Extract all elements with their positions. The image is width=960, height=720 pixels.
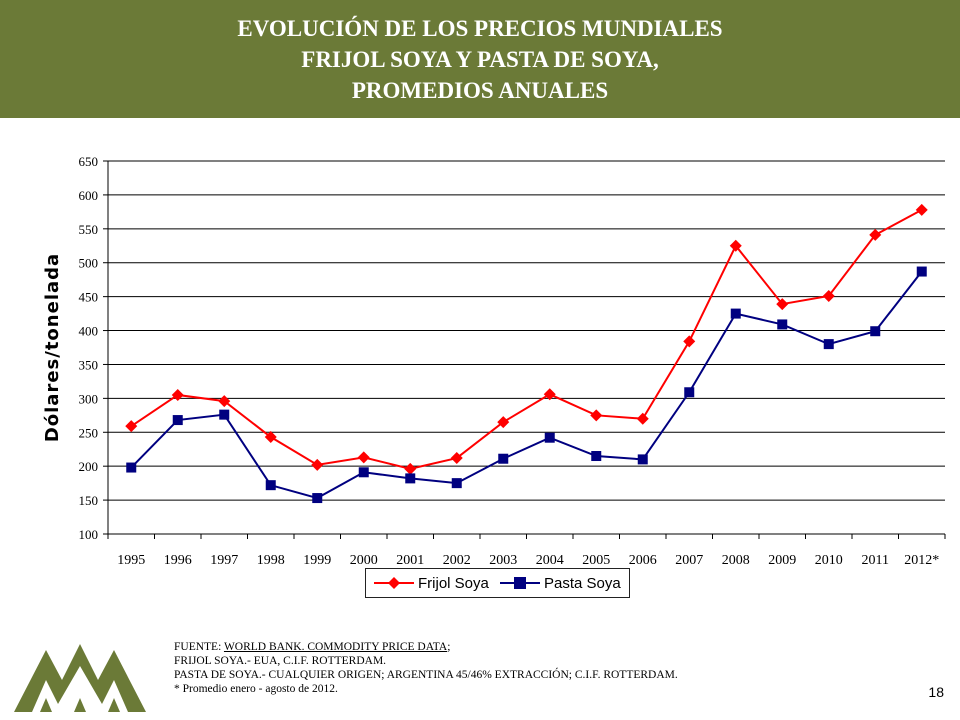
data-point-frijol-soya [822,289,835,302]
data-point-frijol-soya [543,388,556,401]
legend-item-frijol: Frijol Soya [374,569,489,597]
x-tick-label: 2010 [815,553,843,568]
data-point-frijol-soya [869,228,882,241]
x-tick-label: 2008 [722,553,750,568]
y-tick-label: 400 [79,324,99,339]
y-tick-label: 100 [79,527,99,542]
legend-label-frijol: Frijol Soya [418,574,489,592]
data-point-pasta-soya [405,473,416,484]
data-point-pasta-soya [126,462,137,473]
x-tick-label: 2002 [443,553,471,568]
page-number: 18 [928,684,944,700]
data-point-frijol-soya [497,416,510,429]
data-point-frijol-soya [450,452,463,465]
square-marker-icon [500,577,540,589]
y-tick-label: 500 [79,256,99,271]
data-point-pasta-soya [777,319,788,330]
data-point-pasta-soya [823,339,834,350]
x-tick-label: 2004 [536,553,564,568]
data-point-frijol-soya [776,298,789,311]
y-tick-label: 550 [79,222,99,237]
data-point-frijol-soya [218,395,231,408]
x-tick-label: 1995 [117,553,145,568]
data-point-frijol-soya [171,388,184,401]
data-point-pasta-soya [312,493,323,504]
x-tick-label: 2000 [350,553,378,568]
y-tick-label: 450 [79,290,99,305]
data-point-pasta-soya [219,409,230,420]
data-point-pasta-soya [684,387,695,398]
x-tick-label: 2001 [396,553,424,568]
data-point-pasta-soya [916,266,927,277]
source-suffix: ; [447,641,451,653]
x-tick-label: 1998 [257,553,285,568]
y-tick-label: 350 [79,357,99,372]
legend-label-pasta: Pasta Soya [544,574,621,592]
y-axis-label: Dólares/tonelada [42,253,63,442]
source-line: FUENTE: WORLD BANK. COMMODITY PRICE DATA… [174,640,678,654]
x-tick-label: 1996 [164,553,192,568]
data-point-frijol-soya [404,462,417,475]
title-line-2: FRIJOL SOYA Y PASTA DE SOYA, [301,47,659,72]
diamond-marker-icon [374,577,414,589]
series-line-frijol-soya [130,208,923,470]
x-tick-label: 2009 [768,553,796,568]
data-point-frijol-soya [729,239,742,252]
series-line-pasta-soya [130,270,923,500]
x-tick-label: 1997 [210,553,238,568]
source-notes: FUENTE: WORLD BANK. COMMODITY PRICE DATA… [174,640,678,696]
data-point-frijol-soya [357,451,370,464]
mountains-logo-icon [14,644,146,712]
data-point-frijol-soya [590,409,603,422]
chart-legend: Frijol Soya Pasta Soya [365,568,630,598]
title-line-1: EVOLUCIÓN DE LOS PRECIOS MUNDIALES [237,16,723,41]
x-tick-label: 1999 [303,553,331,568]
data-point-pasta-soya [498,453,509,464]
data-point-pasta-soya [637,454,648,465]
price-line-chart: 100 150 200 250 300 350 400 450 500 550 600 650 1995… [42,154,946,568]
title-line-3: PROMEDIOS ANUALES [351,78,609,103]
x-tick-label: 2005 [582,553,610,568]
x-tick-label: 2007 [675,553,703,568]
data-point-pasta-soya [870,326,881,337]
source-link[interactable]: WORLD BANK. COMMODITY PRICE DATA [223,641,448,653]
y-tick-label: 600 [79,188,99,203]
data-point-frijol-soya [311,458,324,471]
data-point-pasta-soya [172,415,183,426]
data-point-frijol-soya [125,420,138,433]
data-point-pasta-soya [544,432,555,443]
y-tick-label: 250 [79,425,99,440]
x-tick-label: 2012* [904,553,939,568]
note-frijol: FRIJOL SOYA.- EUA, C.I.F. ROTTERDAM. [174,655,387,667]
data-point-pasta-soya [591,451,602,462]
note-pasta: PASTA DE SOYA.- CUALQUIER ORIGEN; ARGENT… [174,669,678,681]
x-tick-label: 2003 [489,553,517,568]
data-point-frijol-soya [264,431,277,444]
data-point-pasta-soya [451,478,462,489]
x-tick-label: 2011 [862,553,889,568]
data-point-frijol-soya [915,203,928,216]
data-point-pasta-soya [730,308,741,319]
data-point-frijol-soya [683,335,696,348]
note-2012: * Promedio enero - agosto de 2012. [174,683,338,695]
data-point-pasta-soya [265,480,276,491]
data-point-frijol-soya [636,412,649,425]
title-banner: EVOLUCIÓN DE LOS PRECIOS MUNDIALES FRIJO… [0,0,960,118]
y-tick-label: 200 [79,459,99,474]
data-point-pasta-soya [358,467,369,478]
y-tick-label: 650 [79,154,99,169]
legend-item-pasta: Pasta Soya [500,569,621,597]
source-prefix: FUENTE: [174,641,224,653]
x-tick-label: 2006 [629,553,657,568]
y-tick-label: 300 [79,391,99,406]
y-tick-label: 150 [79,493,99,508]
